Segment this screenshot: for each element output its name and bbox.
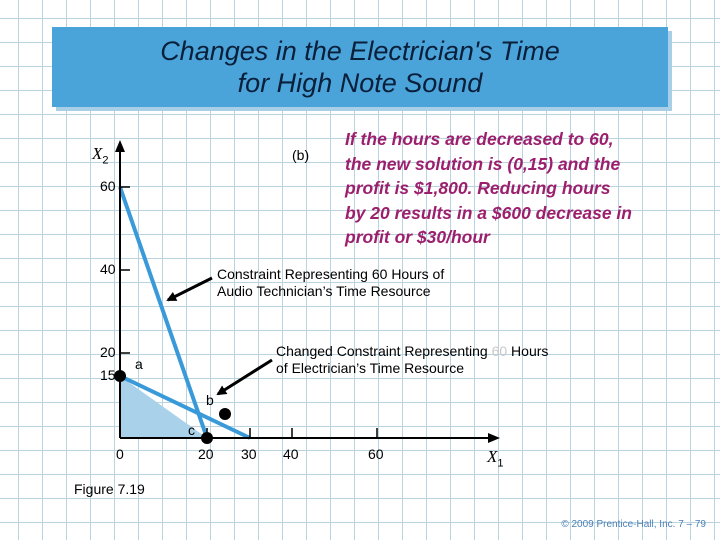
audio-annotation-line-2: Audio Technician’s Time Resource <box>217 283 431 299</box>
point-a-label: a <box>135 356 143 372</box>
electrician-annotation-line-2: of Electrician’s Time Resource <box>276 360 465 376</box>
electrician-annotation-line-1: Changed Constraint Representing 60 Hours <box>276 343 549 359</box>
explanation-text: If the hours are decreased to 60, the ne… <box>345 127 685 250</box>
x-tick-label: 0 <box>116 446 124 462</box>
audio-annotation-arrow <box>166 276 213 302</box>
explanation-line: profit or $30/hour <box>345 227 490 247</box>
explanation-line: by 20 results in a $600 decrease in <box>345 202 632 223</box>
point-b-label: b <box>206 392 214 408</box>
y-axis-arrow <box>115 140 125 152</box>
point-c-label: c <box>188 422 195 438</box>
y-tick-label: 20 <box>100 344 116 360</box>
footer-copyright: © 2009 Prentice-Hall, Inc. 7 – 79 <box>561 519 706 530</box>
audio-annotation-line-1: Constraint Representing 60 Hours of <box>217 266 445 282</box>
audio-constraint-annotation: Constraint Representing 60 Hours of Audi… <box>217 266 444 300</box>
feasible-region <box>120 376 207 438</box>
explanation-line: profit is $1,800. Reducing hours <box>345 178 611 198</box>
point-c-marker <box>201 432 213 444</box>
x-tick-label: 30 <box>241 446 257 462</box>
explanation-line: If the hours are decreased to 60, <box>345 129 614 149</box>
title-line-1: Changes in the Electrician's Time <box>160 36 560 66</box>
x-tick-label: 60 <box>368 446 384 462</box>
electrician-constraint-line <box>119 374 251 440</box>
title-banner: Changes in the Electrician's Time for Hi… <box>52 27 668 107</box>
y-tick-label: 40 <box>100 261 116 277</box>
y-axis-label: X2 <box>92 144 109 167</box>
title-line-2: for High Note Sound <box>237 68 483 98</box>
x-axis-arrow <box>488 433 500 443</box>
x-axis-label: X1 <box>487 447 504 470</box>
x-tick-label: 20 <box>198 446 214 462</box>
point-a-marker <box>114 370 126 382</box>
audio-constraint-line <box>118 186 209 439</box>
figure-label: Figure 7.19 <box>74 481 145 497</box>
electrician-annotation-arrow <box>216 358 273 396</box>
x-tick-label: 40 <box>283 446 299 462</box>
y-tick-label: 15 <box>100 367 116 383</box>
panel-label: (b) <box>292 147 310 163</box>
explanation-line: the new solution is (0,15) and the <box>345 153 621 174</box>
electrician-constraint-annotation: Changed Constraint Representing 60 Hours… <box>276 343 548 377</box>
y-tick-label: 60 <box>100 178 116 194</box>
highlight-60: 60 <box>491 343 508 359</box>
point-b-marker <box>219 408 231 420</box>
